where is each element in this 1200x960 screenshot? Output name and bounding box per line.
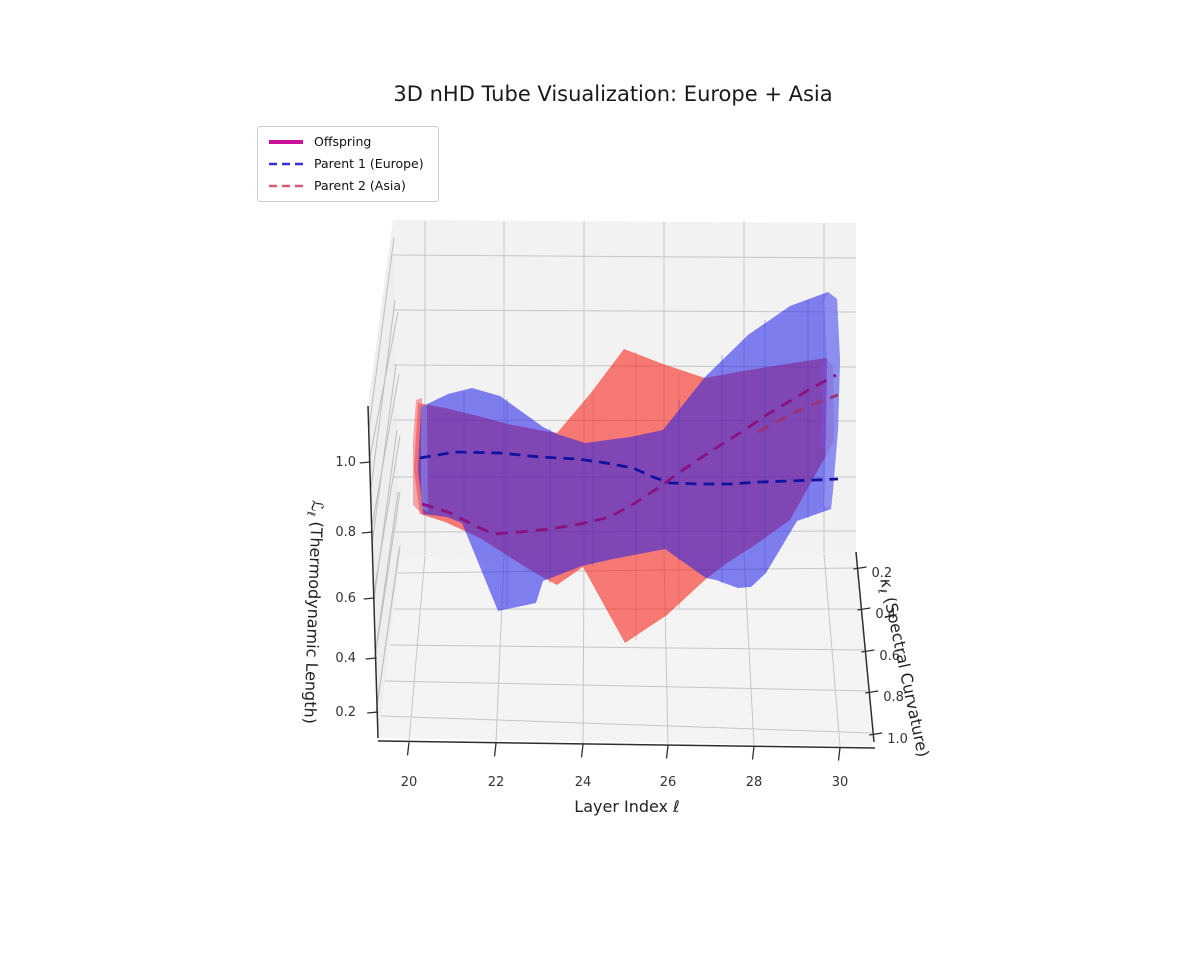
legend-label: Offspring <box>314 134 372 149</box>
y-tick-mark <box>865 690 879 694</box>
legend-item-parent2: Parent 2 (Asia) <box>267 178 424 193</box>
x-tick-mark <box>751 746 755 760</box>
x-tick-mark <box>580 744 584 758</box>
left-wall-gridline-z <box>374 491 401 659</box>
x-axis-spine <box>377 740 876 749</box>
z-tick-label: 1.0 <box>335 455 356 470</box>
x-tick-mark <box>837 747 841 761</box>
z-tick-mark <box>367 711 379 714</box>
parent1-center-line <box>419 450 839 486</box>
floor-gridline-y <box>389 644 867 651</box>
floor-gridline-x <box>582 555 585 745</box>
x-tick-label: 22 <box>488 775 505 790</box>
z-axis-symbol: ℒ <box>307 499 327 513</box>
x-tick-label: 20 <box>401 775 418 790</box>
legend: Offspring Parent 1 (Europe) Parent 2 (As… <box>257 126 439 202</box>
legend-label: Parent 2 (Asia) <box>314 178 406 193</box>
y-tick-label: 0.4 <box>875 607 896 622</box>
offspring-line-sample <box>269 139 303 144</box>
legend-item-parent1: Parent 1 (Europe) <box>267 156 424 171</box>
y-tick-mark <box>853 566 867 570</box>
left-wall-gridline-y <box>373 429 398 601</box>
x-tick-label: 26 <box>660 775 677 790</box>
offspring-center-line <box>421 373 837 536</box>
y-tick-mark <box>869 732 883 736</box>
left-wall-gridline-y <box>374 491 399 657</box>
left-wall-pane <box>368 220 400 738</box>
y-axis-spine <box>855 551 875 743</box>
parent1-tube-end-cap <box>824 292 840 509</box>
z-tick-mark <box>359 461 371 464</box>
x-tick-mark <box>665 745 669 759</box>
y-tick-mark <box>857 607 871 611</box>
z-tick-label: 0.4 <box>335 651 356 666</box>
parent1-line-sample <box>269 162 303 165</box>
parent2-center-line <box>757 393 839 434</box>
x-tick-label: 28 <box>746 775 763 790</box>
y-tick-mark <box>861 649 875 653</box>
legend-label: Parent 1 (Europe) <box>314 156 424 171</box>
z-tick-label: 0.6 <box>335 591 356 606</box>
back-wall-gridline-z <box>392 309 857 313</box>
left-wall-gridline-y <box>371 364 397 546</box>
z-tick-label: 0.2 <box>335 705 356 720</box>
chart-title: 3D nHD Tube Visualization: Europe + Asia <box>393 82 833 106</box>
z-tick-mark <box>361 531 373 534</box>
z-tick-mark <box>365 657 377 660</box>
x-axis-label: Layer Index ℓ <box>574 797 680 816</box>
z-tick-label: 0.8 <box>335 525 356 540</box>
floor-gridline-y <box>384 680 870 692</box>
x-tick-mark <box>493 743 497 757</box>
back-wall-gridline-z <box>392 254 857 259</box>
y-tick-label: 0.2 <box>872 566 893 581</box>
y-tick-label: 1.0 <box>887 732 908 747</box>
left-wall-gridline-y <box>368 237 395 429</box>
floor-gridline-x <box>408 555 426 743</box>
left-wall-gridline-z <box>370 373 400 533</box>
floor-gridline-y <box>380 715 873 734</box>
x-tick-mark <box>406 742 410 756</box>
x-tick-label: 30 <box>832 775 849 790</box>
left-wall-gridline-y <box>376 549 400 707</box>
parent2-line-sample <box>269 184 303 187</box>
z-tick-mark <box>363 597 375 600</box>
legend-item-offspring: Offspring <box>267 134 424 149</box>
y-tick-label: 0.8 <box>883 690 904 705</box>
y-tick-label: 0.6 <box>879 649 900 664</box>
x-tick-label: 24 <box>575 775 592 790</box>
left-wall-gridline-y <box>370 299 396 489</box>
z-axis-spine <box>367 405 379 739</box>
